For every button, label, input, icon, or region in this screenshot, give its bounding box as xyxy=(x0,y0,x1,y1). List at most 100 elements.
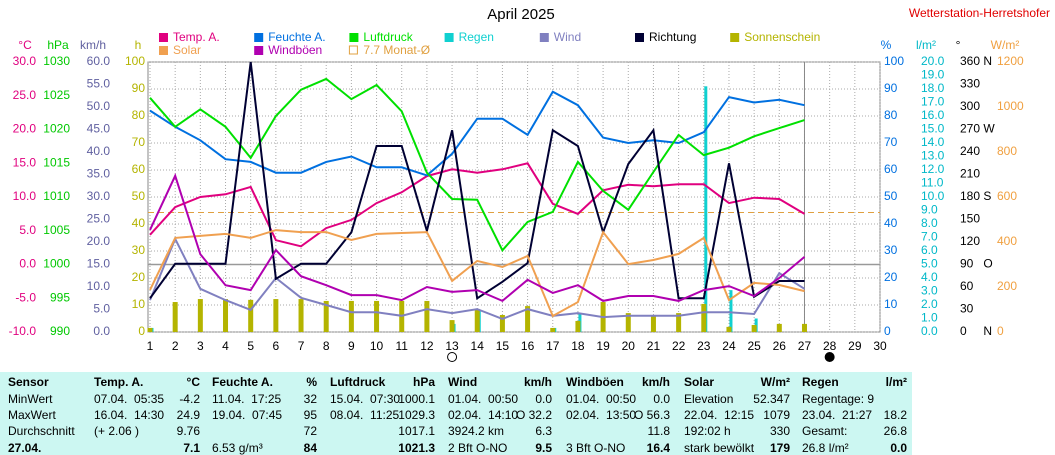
tick-label: 150 xyxy=(960,212,980,226)
x-tick-label: 27 xyxy=(798,339,812,353)
table-cell: 26.8 xyxy=(884,424,908,438)
legend-swatch xyxy=(539,33,549,42)
tick-label: -5.0 xyxy=(15,290,36,304)
tick-label: 40 xyxy=(884,216,898,230)
series-line xyxy=(149,90,805,177)
x-tick-label: 5 xyxy=(247,339,254,353)
table-cell: Solar xyxy=(684,375,714,389)
table-cell: (+ 2.06 ) xyxy=(94,424,139,438)
tick-label: 25.0 xyxy=(87,212,111,226)
legend-swatch xyxy=(159,46,168,55)
legend-swatch xyxy=(349,33,359,42)
bar xyxy=(701,303,707,332)
series-line xyxy=(149,77,805,253)
table-cell: Regen xyxy=(802,375,839,389)
bar xyxy=(449,320,455,332)
tick-label: 0 xyxy=(884,324,891,338)
series-line xyxy=(149,162,806,248)
legend-label: 7.7 Monat-Ø xyxy=(363,43,430,57)
tick-label: 20 xyxy=(132,270,146,284)
x-tick-label: 24 xyxy=(722,339,736,353)
tick-label: 50.0 xyxy=(87,99,111,113)
axis-title: % xyxy=(881,38,892,52)
tick-label: 0.0 xyxy=(19,257,36,271)
legend-swatch xyxy=(730,33,740,42)
tick-label: 8.0 xyxy=(921,216,938,230)
table-cell: 52.347 xyxy=(753,392,790,406)
tick-label: 2.0 xyxy=(921,297,938,311)
tick-label: 330 xyxy=(960,77,980,91)
x-tick-label: 4 xyxy=(222,339,229,353)
table-cell: Feuchte A. xyxy=(212,375,273,389)
x-tick-label: 7 xyxy=(298,339,305,353)
axis-title: hPa xyxy=(47,38,69,52)
table-cell: 0.0 xyxy=(653,392,670,406)
table-cell: 1017.1 xyxy=(398,424,435,438)
tick-label: 15.0 xyxy=(13,155,37,169)
tick-label: 1000 xyxy=(997,99,1024,113)
tick-label: 5.0 xyxy=(93,302,110,316)
tick-label: 100 xyxy=(125,54,145,68)
table-cell: 3924.2 km xyxy=(448,424,504,438)
bar xyxy=(525,306,531,332)
series-line xyxy=(149,229,805,318)
tick-label: 90 O xyxy=(960,257,993,271)
tick-label: 35.0 xyxy=(87,167,111,181)
bar xyxy=(625,313,631,332)
axis-title: W/m² xyxy=(991,38,1020,52)
tick-label: 3.0 xyxy=(921,284,938,298)
bar xyxy=(197,299,203,332)
tick-label: 200 xyxy=(997,279,1017,293)
bar xyxy=(248,299,254,332)
table-cell: 72 xyxy=(304,424,318,438)
tick-label: 1200 xyxy=(997,54,1024,68)
table-cell: 23.04. 21:27 xyxy=(802,408,872,422)
tick-label: 90 xyxy=(132,81,146,95)
x-tick-label: 14 xyxy=(471,339,485,353)
table-cell: 1000.1 xyxy=(398,392,435,406)
tick-label: 360 N xyxy=(960,54,992,68)
legend-swatch xyxy=(254,33,264,42)
table-cell: 01.04. 00:50 xyxy=(448,392,518,406)
table-cell: 24.9 xyxy=(177,408,201,422)
legend-label: Luftdruck xyxy=(363,30,413,44)
tick-label: 18.0 xyxy=(921,81,945,95)
tick-label: 10.0 xyxy=(13,189,37,203)
legend-swatch xyxy=(444,33,454,42)
x-tick-label: 16 xyxy=(521,339,535,353)
x-tick-label: 29 xyxy=(848,339,862,353)
full-moon xyxy=(447,352,458,362)
bar xyxy=(776,323,782,332)
x-tick-label: 8 xyxy=(323,339,330,353)
table-cell: 84 xyxy=(304,441,318,455)
tick-label: 120 xyxy=(960,234,980,248)
chart-title: April 2025 xyxy=(487,6,555,23)
x-tick-label: 12 xyxy=(420,339,434,353)
tick-label: 60.0 xyxy=(87,54,111,68)
legend-label: Feuchte A. xyxy=(268,30,325,44)
tick-label: 30.0 xyxy=(87,189,111,203)
table-cell: Regentage: 9 xyxy=(802,392,874,406)
x-tick-label: 23 xyxy=(697,339,711,353)
table-cell: 6.3 xyxy=(535,424,552,438)
legend-label: Solar xyxy=(173,43,201,57)
tick-label: 990 xyxy=(50,324,70,338)
tick-label: 19.0 xyxy=(921,68,945,82)
table-cell: Gesamt: xyxy=(802,424,847,438)
table-cell: O 32.2 xyxy=(516,408,552,422)
table-row-label: Durchschnitt xyxy=(8,424,75,438)
tick-label: 300 xyxy=(960,99,980,113)
table-cell: hPa xyxy=(413,375,435,389)
table-cell: 330 xyxy=(770,424,790,438)
tick-label: 20.0 xyxy=(87,234,111,248)
table-cell: % xyxy=(306,375,317,389)
tick-label: 1030 xyxy=(43,54,70,68)
table-cell: 1079 xyxy=(763,408,790,422)
table-cell: 32 xyxy=(304,392,318,406)
legend-swatch xyxy=(348,45,358,55)
x-tick-label: 26 xyxy=(773,339,787,353)
table-cell: Wind xyxy=(448,375,477,389)
tick-label: 30 xyxy=(960,302,974,316)
x-tick-label: 9 xyxy=(348,339,355,353)
